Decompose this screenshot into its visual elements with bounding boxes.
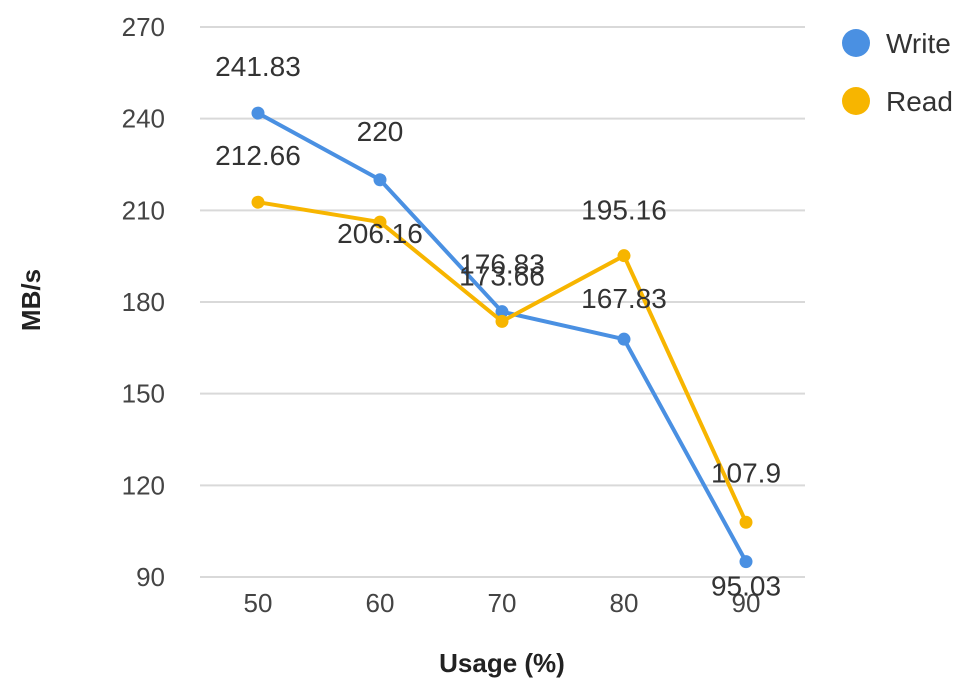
data-point <box>373 173 387 187</box>
x-tick-label: 70 <box>488 588 517 618</box>
legend-marker <box>842 87 870 115</box>
y-tick-label: 150 <box>122 379 165 409</box>
data-point <box>495 314 509 328</box>
data-point <box>739 555 753 569</box>
data-label: 212.66 <box>215 140 301 171</box>
legend: Write Read <box>842 28 953 117</box>
data-labels: 241.83 220 176.83 167.83 95.03 212.66 206.16 17… <box>215 51 781 602</box>
data-point <box>739 515 753 529</box>
legend-marker <box>842 29 870 57</box>
x-axis-ticks: 50 60 70 80 90 <box>244 588 761 618</box>
y-tick-label: 180 <box>122 287 165 317</box>
y-tick-label: 120 <box>122 470 165 500</box>
x-tick-label: 90 <box>732 588 761 618</box>
legend-label: Write <box>886 28 951 59</box>
data-label: 176.83 <box>459 249 545 280</box>
series-read <box>251 195 753 529</box>
series-line <box>257 111 748 563</box>
data-label: 173.66 <box>459 260 545 291</box>
legend-label: Read <box>886 86 953 117</box>
x-axis-title: Usage (%) <box>439 648 565 678</box>
data-point <box>617 332 631 346</box>
data-label: 195.16 <box>581 195 667 226</box>
y-axis-title: MB/s <box>16 269 46 331</box>
gridlines <box>200 26 805 578</box>
x-tick-label: 80 <box>610 588 639 618</box>
data-point <box>495 305 509 319</box>
data-label: 220 <box>357 116 404 147</box>
data-label: 107.9 <box>711 457 781 488</box>
data-label: 241.83 <box>215 51 301 82</box>
y-tick-label: 210 <box>122 195 165 225</box>
series-write <box>251 106 753 569</box>
y-tick-label: 240 <box>122 104 165 134</box>
data-point <box>617 249 631 263</box>
data-point <box>251 106 265 120</box>
y-tick-label: 90 <box>136 562 165 592</box>
data-point <box>373 215 387 229</box>
data-label: 167.83 <box>581 283 667 314</box>
x-tick-label: 50 <box>244 588 273 618</box>
series-lines <box>251 106 753 569</box>
data-label: 95.03 <box>711 571 781 602</box>
y-tick-label: 270 <box>122 12 165 42</box>
data-point <box>251 195 265 209</box>
data-label: 206.16 <box>337 218 423 249</box>
x-tick-label: 60 <box>366 588 395 618</box>
y-axis-ticks: 90 120 150 180 210 240 270 <box>122 12 165 592</box>
